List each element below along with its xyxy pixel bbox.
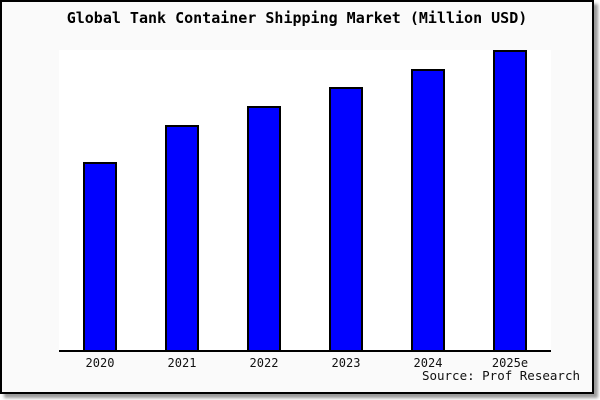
- bar-2025e: [492, 50, 527, 350]
- bar-2024: [411, 68, 445, 350]
- plot-area: [59, 50, 551, 352]
- x-tick-label-2024: 2024: [413, 356, 443, 370]
- bar-2021: [165, 125, 199, 350]
- x-tick-label-2020: 2020: [85, 356, 115, 370]
- chart-frame: Global Tank Container Shipping Market (M…: [0, 0, 594, 394]
- source-credit: Source: Prof Research: [421, 368, 580, 383]
- x-axis-labels: 2020 2021 2022 2023 2024 2025e: [59, 356, 551, 371]
- bar-2023: [329, 86, 363, 350]
- x-tick-label-2021: 2021: [167, 356, 197, 370]
- chart-title: Global Tank Container Shipping Market (M…: [66, 9, 528, 27]
- x-tick-label-2025e: 2025e: [491, 356, 529, 370]
- x-tick-label-2022: 2022: [249, 356, 279, 370]
- x-tick-label-2023: 2023: [331, 356, 361, 370]
- bar-2022: [247, 106, 281, 350]
- bar-2020: [82, 161, 117, 350]
